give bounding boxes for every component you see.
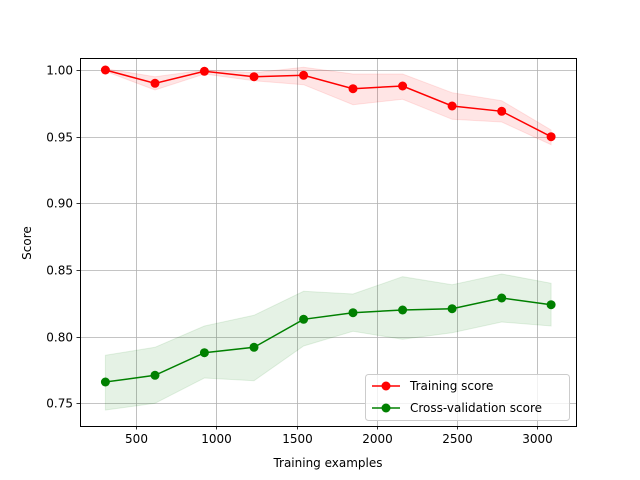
x-tick-label: 1000 <box>201 432 232 446</box>
series-lines <box>105 69 552 383</box>
series-point-0 <box>497 106 507 116</box>
x-tick-label: 1500 <box>282 432 313 446</box>
y-axis-label: Score <box>20 226 34 260</box>
legend-label-cv: Cross-validation score <box>410 401 542 415</box>
series-point-1 <box>497 293 507 303</box>
y-tick-label: 0.85 <box>46 264 73 278</box>
score-bands <box>104 66 552 411</box>
y-tick-label: 0.95 <box>46 131 73 145</box>
series-point-0 <box>299 70 309 80</box>
x-axis-label: Training examples <box>272 456 382 470</box>
legend-marker-training <box>381 381 391 391</box>
series-point-0 <box>546 132 556 142</box>
series-band-1 <box>104 273 552 411</box>
grid-lines <box>80 58 576 426</box>
x-axis-ticks: 500 1000 1500 2000 2500 3000 <box>125 426 553 446</box>
series-point-1 <box>150 370 160 380</box>
y-tick-label: 0.75 <box>46 397 73 411</box>
series-point-1 <box>398 305 408 315</box>
series-point-1 <box>299 314 309 324</box>
x-tick-label: 3000 <box>522 432 553 446</box>
legend-box <box>365 374 570 421</box>
series-point-0 <box>348 84 358 94</box>
series-line-0 <box>105 69 552 138</box>
series-point-0 <box>150 78 160 88</box>
series-point-1 <box>348 308 358 318</box>
series-band-0 <box>104 66 552 146</box>
series-point-1 <box>546 300 556 310</box>
x-tick-label: 2000 <box>362 432 393 446</box>
y-tick-label: 0.80 <box>46 331 73 345</box>
series-point-1 <box>100 377 110 387</box>
series-point-1 <box>199 348 209 358</box>
series-markers <box>100 65 556 387</box>
series-point-0 <box>199 66 209 76</box>
legend-label-training: Training score <box>409 379 493 393</box>
series-point-0 <box>447 101 457 111</box>
y-axis-ticks: 0.75 0.80 0.85 0.90 0.95 1.00 <box>46 64 80 411</box>
series-point-0 <box>100 65 110 75</box>
series-point-1 <box>249 342 259 352</box>
x-tick-label: 2500 <box>442 432 473 446</box>
legend: Training score Cross-validation score <box>365 374 570 421</box>
series-line-1 <box>105 297 552 383</box>
series-point-1 <box>447 304 457 314</box>
legend-marker-cv <box>381 403 391 413</box>
y-tick-label: 1.00 <box>46 64 73 78</box>
series-point-0 <box>249 72 259 82</box>
y-tick-label: 0.90 <box>46 197 73 211</box>
series-point-0 <box>398 81 408 91</box>
x-tick-label: 500 <box>125 432 148 446</box>
plot-frame <box>80 58 577 427</box>
